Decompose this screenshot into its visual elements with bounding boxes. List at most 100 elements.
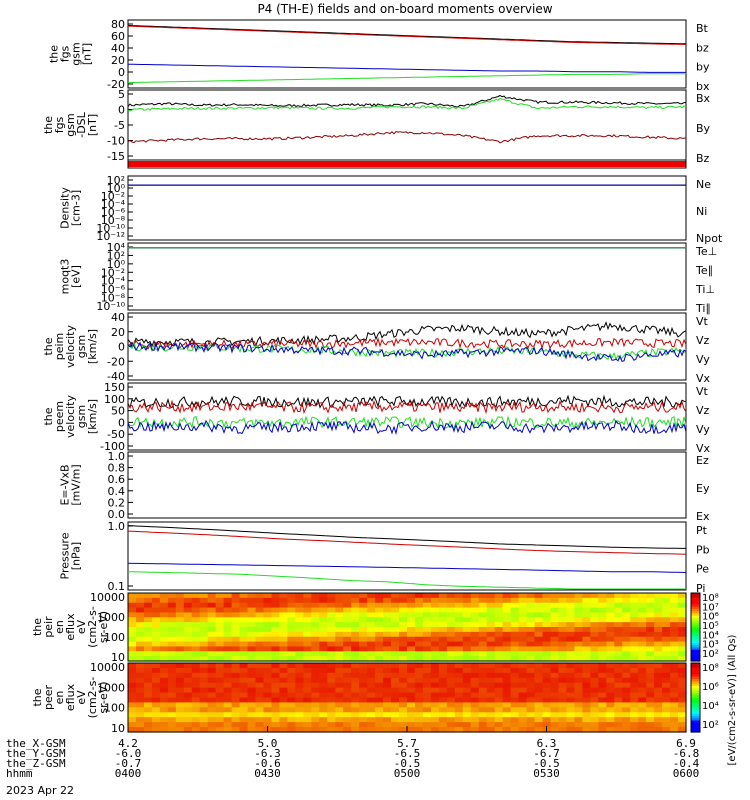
heatmap-cell <box>303 656 312 662</box>
heatmap-cell <box>183 656 193 662</box>
heatmap-cell <box>319 656 328 662</box>
heatmap-cell <box>319 702 328 708</box>
heatmap-cell <box>630 717 639 723</box>
heatmap-cell <box>343 712 352 718</box>
heatmap-cell <box>526 607 536 614</box>
heatmap-cell <box>518 682 528 689</box>
heatmap-cell <box>462 677 472 684</box>
heatmap-cell <box>263 667 273 674</box>
heatmap-cell <box>494 651 504 657</box>
legend-label-Ex: Ex <box>696 510 710 523</box>
heatmap-cell <box>255 727 265 733</box>
y-tick-label: 20 <box>111 54 125 67</box>
heatmap-cell <box>263 707 273 713</box>
heatmap-cell <box>446 627 456 633</box>
heatmap-cell <box>311 677 320 684</box>
heatmap-cell <box>494 602 504 609</box>
heatmap-cell <box>327 641 336 648</box>
heatmap-cell <box>638 602 647 609</box>
heatmap-cell <box>558 622 568 628</box>
heatmap-cell <box>239 597 249 604</box>
heatmap-cell <box>494 627 504 633</box>
heatmap-cell <box>231 612 241 618</box>
heatmap-cell <box>351 651 360 657</box>
heatmap-cell <box>550 617 560 623</box>
heatmap-cell <box>590 636 599 643</box>
heatmap-cell <box>375 727 384 733</box>
heatmap-cell <box>239 612 249 618</box>
heatmap-cell <box>319 697 328 704</box>
heatmap-cell <box>414 602 424 609</box>
y-axis-label: [nT] <box>86 114 99 136</box>
heatmap-cell <box>151 631 161 638</box>
heatmap-cell <box>534 727 544 733</box>
heatmap-cell <box>279 627 289 633</box>
heatmap-cell <box>215 722 225 728</box>
heatmap-cell <box>614 646 623 652</box>
heatmap-cell <box>462 612 472 618</box>
heatmap-cell <box>303 717 312 723</box>
heatmap-cell <box>383 597 392 604</box>
heatmap-cell <box>494 667 504 674</box>
heatmap-cell <box>622 646 631 652</box>
legend-label-Vy: Vy <box>696 423 710 436</box>
heatmap-cell <box>502 646 512 652</box>
heatmap-cell <box>335 617 344 623</box>
heatmap-cell <box>311 717 320 723</box>
heatmap-cell <box>255 602 265 609</box>
heatmap-cell <box>399 692 408 699</box>
heatmap-cell <box>574 702 583 708</box>
heatmap-cell <box>135 672 145 679</box>
series-line-Bz <box>127 131 687 144</box>
heatmap-cell <box>510 651 520 657</box>
heatmap-cell <box>151 667 161 674</box>
heatmap-cell <box>630 663 639 669</box>
heatmap-cell <box>430 672 440 679</box>
heatmap-cell <box>247 707 257 713</box>
heatmap-cell <box>414 677 424 684</box>
x-row-value: 5.0 <box>258 737 278 750</box>
heatmap-cell <box>311 631 320 638</box>
heatmap-cell <box>367 646 376 652</box>
heatmap-cell <box>391 641 400 648</box>
heatmap-cell <box>454 651 464 657</box>
heatmap-cell <box>359 651 368 657</box>
heatmap-cell <box>207 656 217 662</box>
series-line-Pb <box>127 530 687 555</box>
heatmap-cell <box>279 727 289 733</box>
y-tick-label: 10 <box>111 722 125 735</box>
heatmap-cell <box>191 663 201 669</box>
heatmap-cell <box>135 727 145 733</box>
heatmap-cell <box>255 651 265 657</box>
heatmap-cell <box>319 722 328 728</box>
heatmap-cell <box>510 617 520 623</box>
heatmap-cell <box>526 636 536 643</box>
heatmap-cell <box>422 707 432 713</box>
heatmap-cell <box>183 617 193 623</box>
heatmap-cell <box>510 641 520 648</box>
heatmap-cell <box>391 622 400 628</box>
heatmap-cell <box>391 687 400 694</box>
heatmap-cell <box>303 672 312 679</box>
heatmap-cell <box>574 602 583 609</box>
heatmap-cell <box>622 636 631 643</box>
heatmap-cell <box>128 712 137 718</box>
heatmap-cell <box>151 602 161 609</box>
heatmap-cell <box>367 631 376 638</box>
heatmap-cell <box>470 667 480 674</box>
heatmap-cell <box>143 717 153 723</box>
legend-label-Pi: Pi <box>696 582 705 595</box>
heatmap-cell <box>646 651 655 657</box>
y-tick-label: 1000 <box>97 611 125 624</box>
heatmap-cell <box>622 727 631 733</box>
heatmap-cell <box>478 712 488 718</box>
heatmap-cell <box>446 663 456 669</box>
heatmap-cell <box>263 612 273 618</box>
heatmap-cell <box>128 677 137 684</box>
heatmap-cell <box>590 702 599 708</box>
heatmap-cell <box>375 692 384 699</box>
heatmap-cell <box>582 697 591 704</box>
heatmap-cell <box>391 646 400 652</box>
heatmap-cell <box>414 682 424 689</box>
heatmap-cell <box>454 602 464 609</box>
